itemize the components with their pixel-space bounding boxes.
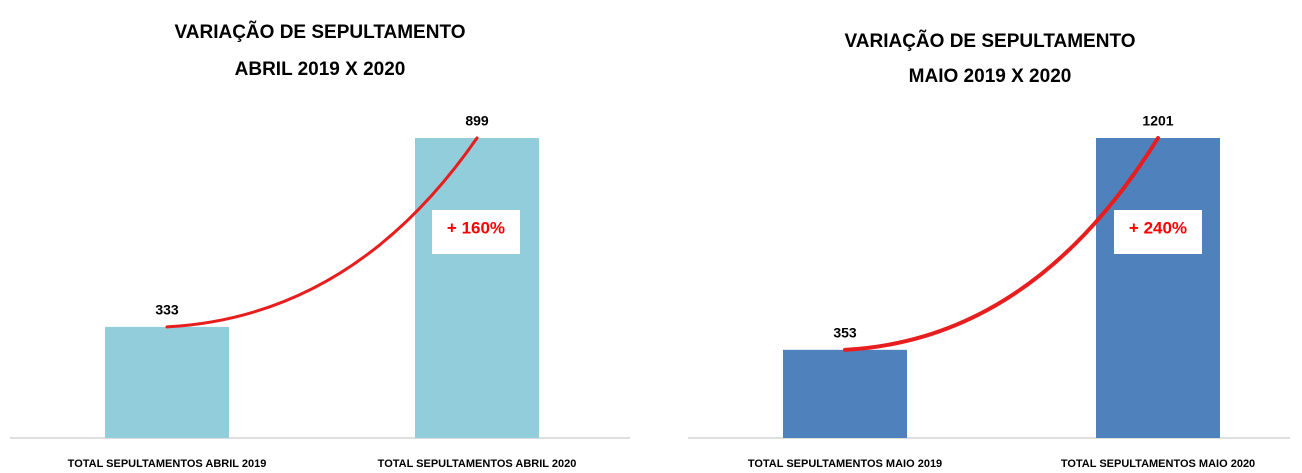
annotation: + 240% (1129, 218, 1187, 237)
trend-curve (165, 136, 479, 329)
chart-subtitle: ABRIL 2019 X 2020 (235, 59, 406, 80)
chart-title: VARIAÇÃO DE SEPULTAMENTO (845, 30, 1136, 52)
annotation-box (432, 210, 520, 254)
bar (783, 349, 907, 438)
data-label: 899 (465, 113, 489, 129)
bar (1096, 138, 1220, 438)
bar (415, 138, 539, 438)
data-label: 353 (833, 325, 857, 341)
annotation: + 160% (447, 218, 505, 237)
data-label: 1201 (1142, 113, 1173, 129)
data-label: 333 (155, 302, 179, 318)
x-tick-label: TOTAL SEPULTAMENTOS MAIO 2020 (1061, 458, 1255, 470)
chart-subtitle: MAIO 2019 X 2020 (909, 66, 1072, 87)
chart-title: VARIAÇÃO DE SEPULTAMENTO (175, 21, 466, 43)
x-tick-label: TOTAL SEPULTAMENTOS MAIO 2019 (748, 458, 942, 470)
trend-curve (843, 136, 1160, 352)
bar (105, 326, 229, 438)
annotation-box (1114, 210, 1202, 254)
x-tick-label: TOTAL SEPULTAMENTOS ABRIL 2019 (68, 458, 267, 470)
x-tick-label: TOTAL SEPULTAMENTOS ABRIL 2020 (378, 458, 577, 470)
